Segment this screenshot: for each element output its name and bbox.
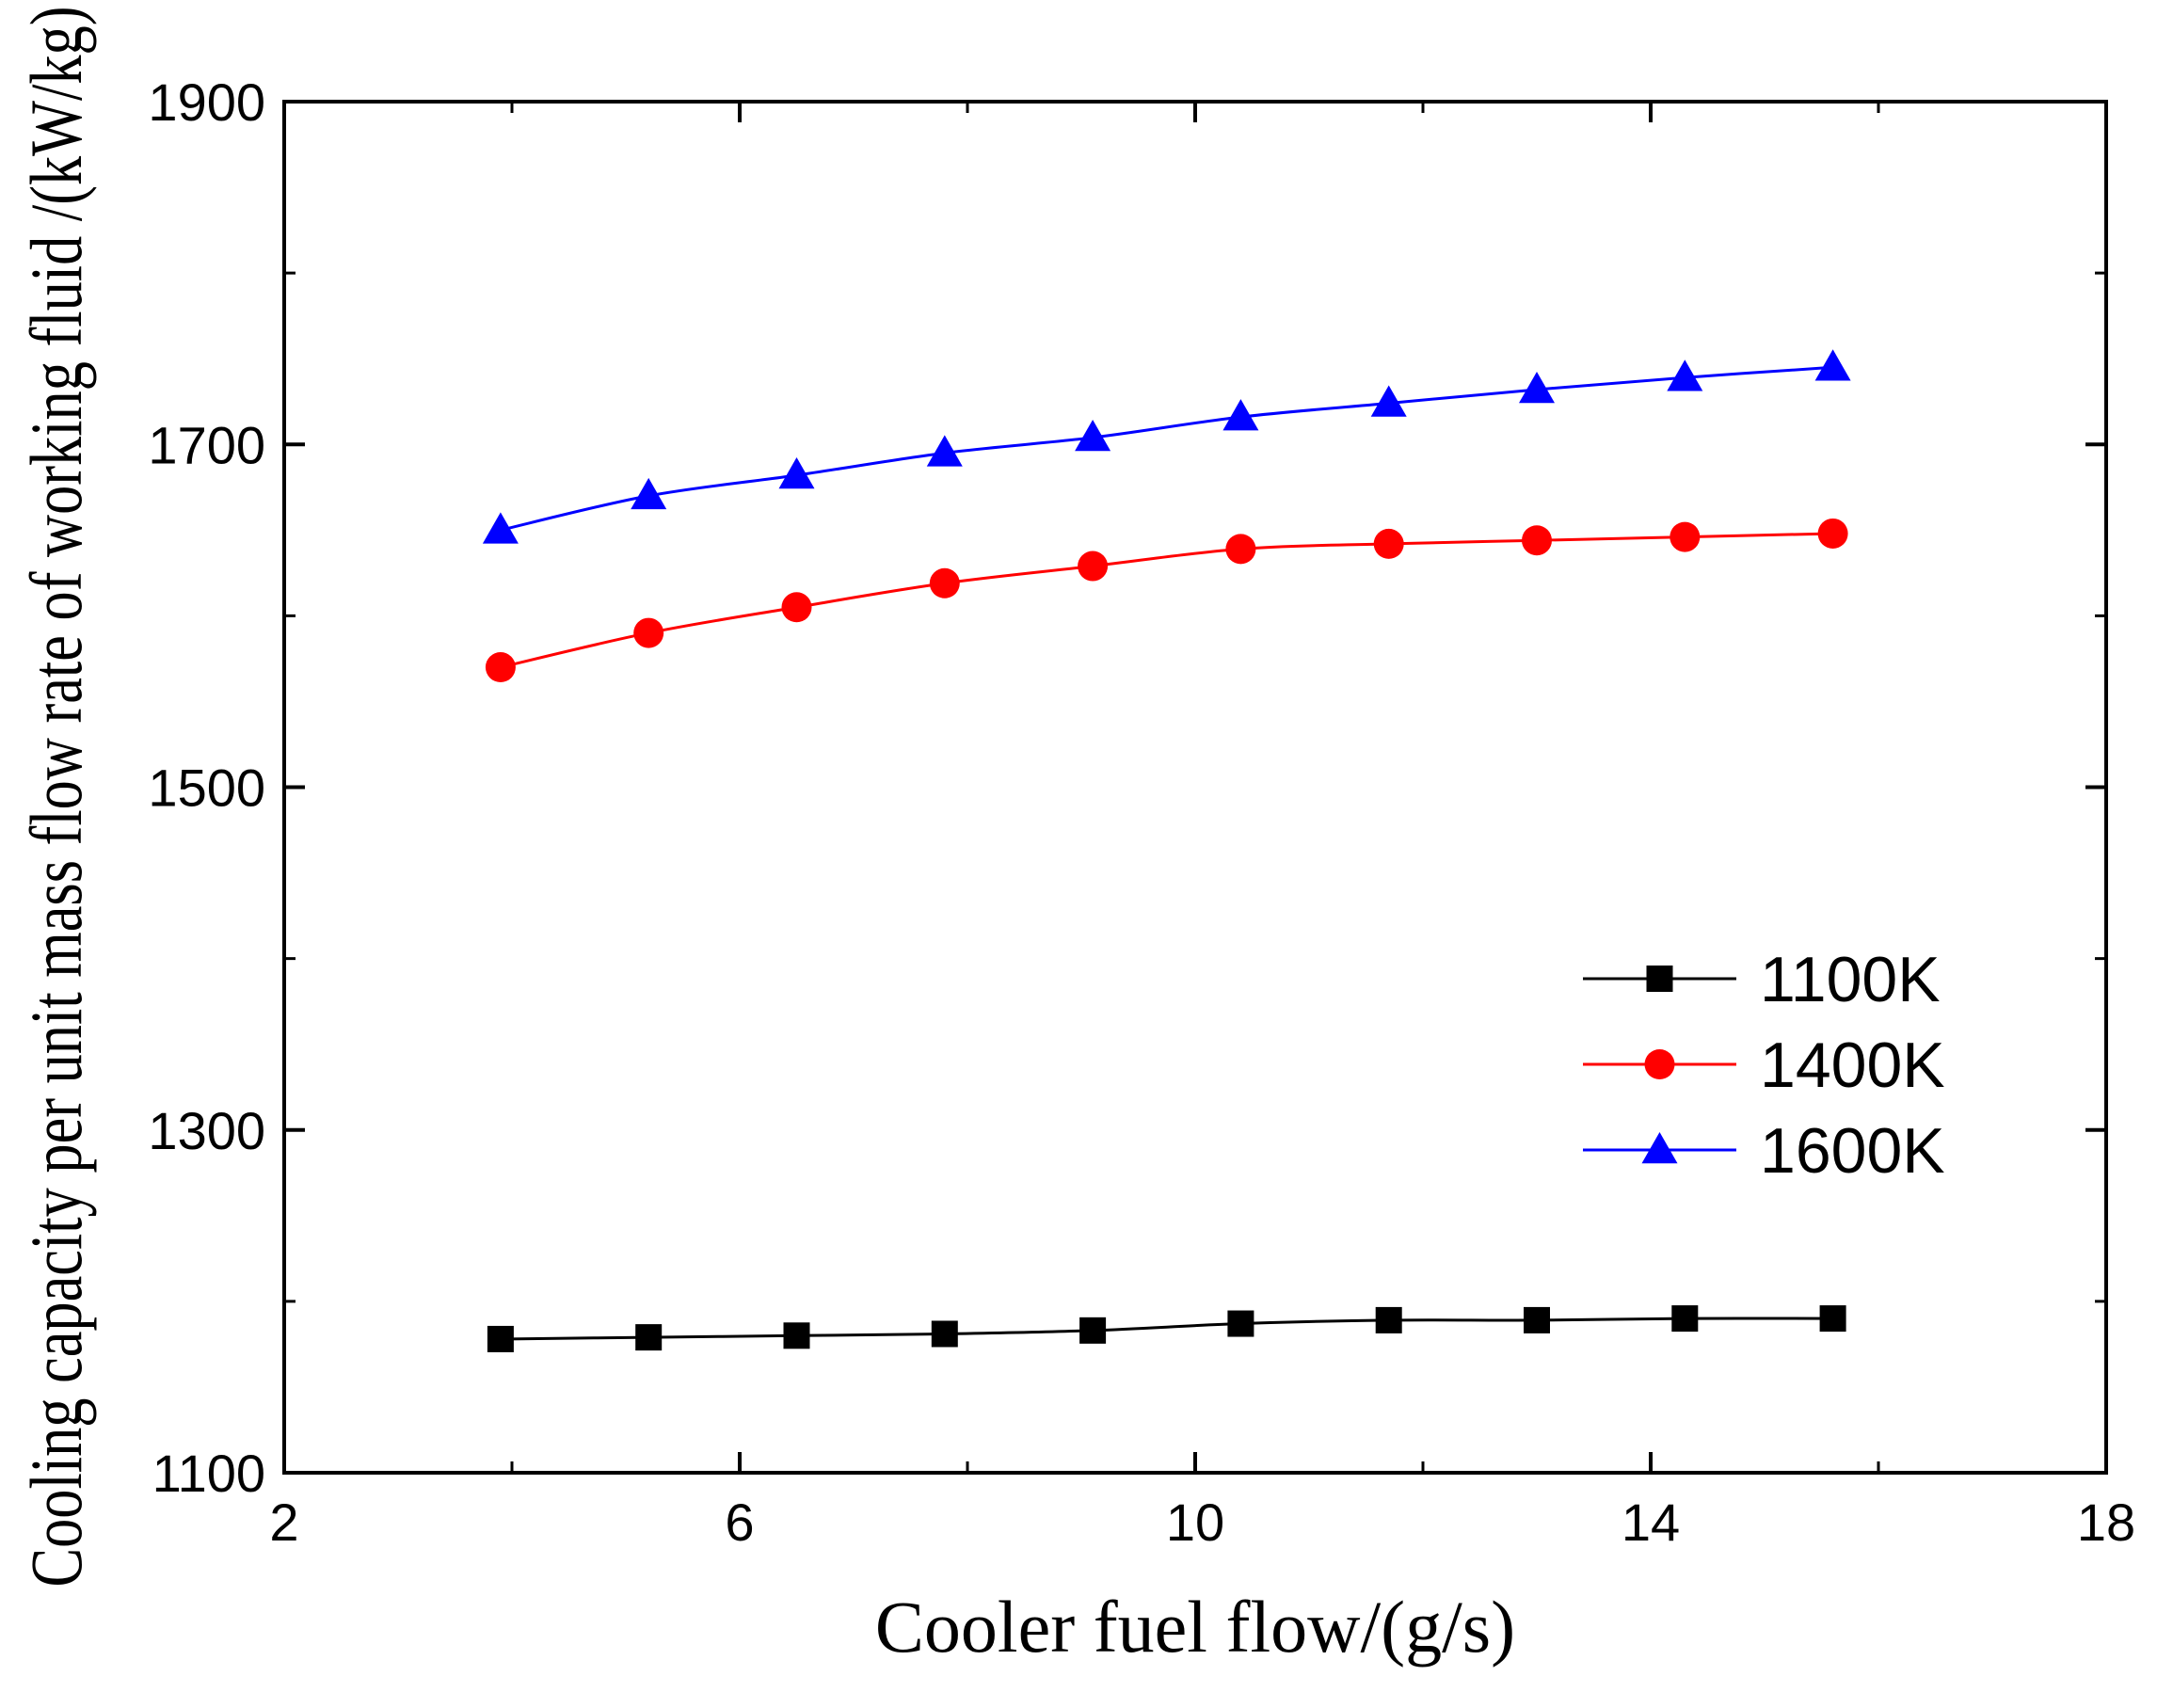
data-point: [1814, 349, 1851, 381]
x-tick-label: 14: [1622, 1493, 1680, 1552]
y-tick-label: 1300: [148, 1101, 265, 1160]
y-tick-label: 1100: [152, 1444, 265, 1503]
series-1400K: [485, 518, 1848, 683]
x-tick-label: 18: [2077, 1493, 2135, 1552]
data-point: [1667, 359, 1703, 391]
x-tick-label: 2: [269, 1493, 298, 1552]
series-line: [500, 365, 1833, 532]
data-point: [783, 1322, 810, 1349]
series-1600K: [482, 349, 1851, 544]
data-point: [931, 1320, 958, 1348]
data-point: [778, 457, 815, 489]
data-point: [929, 567, 960, 599]
data-point: [1522, 525, 1552, 556]
series-1100K: [487, 1305, 1846, 1352]
y-axis-title: Cooling capacity per unit mass flow rate…: [15, 7, 97, 1588]
axis-ticks: 2 6 10 14 18 1100 1300 1500 1700 1900: [148, 72, 2135, 1552]
data-point: [1222, 399, 1259, 431]
y-tick-label: 1500: [148, 758, 265, 818]
legend-item: 1600K: [1583, 1115, 1945, 1187]
data-point: [1519, 371, 1555, 404]
data-point: [635, 1324, 663, 1351]
data-point: [1370, 385, 1407, 417]
data-point: [631, 477, 667, 510]
data-point: [1227, 1310, 1254, 1337]
legend: 1100K 1400K 1600K: [1583, 944, 1945, 1187]
series-layer: [482, 349, 1851, 1352]
data-point: [485, 652, 516, 683]
series-line: [500, 1317, 1833, 1341]
legend-marker: [1646, 966, 1673, 992]
data-point: [1079, 1317, 1107, 1344]
legend-item: 1400K: [1583, 1030, 1945, 1101]
data-point: [1671, 1305, 1699, 1333]
x-tick-label: 10: [1166, 1493, 1224, 1552]
data-point: [487, 1325, 514, 1352]
legend-marker: [1644, 1049, 1675, 1079]
data-point: [1819, 1305, 1846, 1333]
series-line: [500, 532, 1833, 669]
legend-marker: [1641, 1132, 1678, 1164]
data-point: [1375, 1306, 1402, 1333]
x-axis-title: Cooler fuel flow/(g/s): [875, 1586, 1515, 1668]
data-point: [633, 617, 664, 648]
data-point: [1670, 521, 1701, 552]
legend-label: 1100K: [1760, 944, 1941, 1015]
y-tick-label: 1900: [148, 72, 265, 132]
data-point: [1524, 1306, 1550, 1333]
data-point: [1078, 551, 1109, 582]
x-tick-label: 6: [725, 1493, 754, 1552]
legend-label: 1600K: [1760, 1115, 1945, 1187]
plot-area-frame: [282, 100, 2108, 1475]
data-point: [1373, 528, 1404, 559]
data-point: [1075, 419, 1111, 452]
data-point: [781, 592, 812, 623]
data-point: [482, 512, 519, 544]
data-point: [1225, 534, 1256, 565]
data-point: [1817, 518, 1848, 549]
legend-item: 1100K: [1583, 944, 1941, 1015]
data-point: [926, 435, 963, 467]
y-tick-label: 1700: [148, 415, 265, 474]
legend-label: 1400K: [1760, 1030, 1945, 1101]
